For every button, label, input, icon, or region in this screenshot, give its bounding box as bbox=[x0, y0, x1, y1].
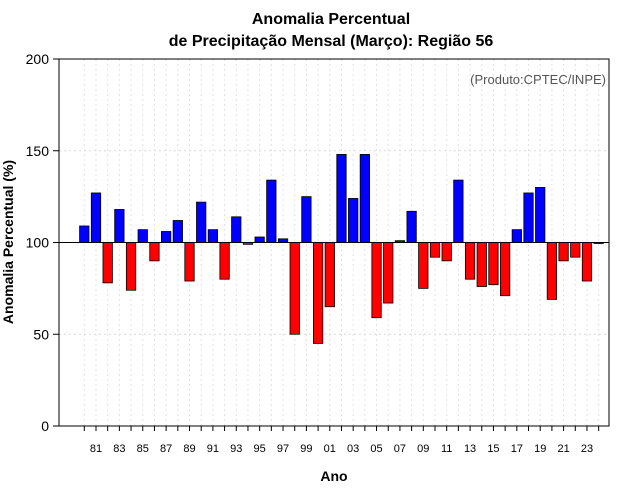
bar-23 bbox=[581, 242, 593, 282]
x-tick-label: 23 bbox=[581, 443, 593, 455]
bar-97 bbox=[277, 238, 289, 243]
bar-06 bbox=[383, 242, 394, 304]
bar-19 bbox=[535, 187, 546, 243]
bar-09 bbox=[418, 242, 429, 289]
bar-21 bbox=[558, 242, 569, 262]
bars-group bbox=[79, 154, 604, 344]
y-axis-label: Anomalia Percentual (%) bbox=[0, 160, 16, 324]
bar-15 bbox=[488, 242, 499, 286]
x-tick-label: 89 bbox=[183, 443, 195, 455]
bar-83 bbox=[114, 209, 125, 243]
x-tick-label: 01 bbox=[324, 443, 336, 455]
chart-title-line2: de Precipitação Mensal (Março): Região 5… bbox=[169, 33, 494, 50]
bar-84 bbox=[125, 242, 137, 291]
x-tick-label: 97 bbox=[277, 443, 289, 455]
bar-92 bbox=[219, 242, 230, 280]
x-tick-label: 95 bbox=[254, 443, 266, 455]
bar-04 bbox=[359, 154, 370, 243]
bar-10 bbox=[429, 242, 441, 258]
bar-95 bbox=[254, 236, 265, 243]
bar-89 bbox=[184, 242, 195, 282]
credit-label: (Produto:CPTEC/INPE) bbox=[470, 72, 606, 87]
bar-16 bbox=[500, 242, 511, 297]
x-tick-label: 17 bbox=[511, 443, 523, 455]
bar-82 bbox=[102, 242, 113, 284]
gridlines bbox=[59, 58, 609, 427]
y-tick-label: 200 bbox=[26, 51, 50, 67]
x-tick-label: 83 bbox=[113, 443, 125, 455]
x-axis-label: Ano bbox=[320, 468, 347, 484]
bar-05 bbox=[371, 242, 382, 319]
bar-80 bbox=[79, 225, 90, 243]
x-tick-label: 19 bbox=[534, 443, 546, 455]
bar-02 bbox=[336, 154, 347, 243]
y-tick-label: 150 bbox=[26, 143, 50, 159]
bar-11 bbox=[441, 242, 452, 262]
x-tick-label: 15 bbox=[487, 443, 499, 455]
bar-90 bbox=[196, 201, 207, 243]
x-tick-label: 21 bbox=[557, 443, 569, 455]
bar-88 bbox=[172, 220, 183, 243]
bar-12 bbox=[453, 179, 464, 243]
bar-20 bbox=[546, 242, 558, 300]
x-tick-label: 93 bbox=[230, 443, 242, 455]
x-tick-label: 11 bbox=[441, 443, 452, 455]
chart-title-line1: Anomalia Percentual bbox=[252, 11, 410, 28]
bar-08 bbox=[406, 210, 417, 243]
x-tick-label: 85 bbox=[137, 443, 149, 455]
x-tick-label: 09 bbox=[417, 443, 429, 455]
y-tick-label: 50 bbox=[33, 326, 49, 342]
bar-18 bbox=[523, 192, 534, 243]
y-tick-label: 100 bbox=[26, 235, 50, 251]
bar-99 bbox=[301, 196, 312, 243]
bar-22 bbox=[570, 242, 581, 258]
bar-14 bbox=[476, 242, 487, 287]
x-tick-label: 13 bbox=[464, 443, 476, 455]
bar-86 bbox=[149, 242, 160, 262]
y-axis: 0 50 100 150 200 bbox=[26, 51, 59, 434]
x-tick-label: 05 bbox=[370, 443, 382, 455]
bar-91 bbox=[207, 229, 218, 243]
x-tick-label: 03 bbox=[347, 443, 359, 455]
bar-03 bbox=[348, 198, 359, 243]
bar-81 bbox=[90, 192, 102, 243]
x-tick-label: 91 bbox=[207, 443, 219, 455]
bar-98 bbox=[289, 242, 300, 335]
x-tick-label: 07 bbox=[394, 443, 406, 455]
bar-01 bbox=[324, 242, 335, 308]
bar-96 bbox=[266, 179, 277, 243]
x-tick-label: 99 bbox=[300, 443, 312, 455]
bar-85 bbox=[137, 229, 148, 243]
x-axis: 81 83 85 87 89 91 93 95 97 99 01 03 05 07 09 11 13 15 17 19… bbox=[83, 426, 600, 455]
bar-13 bbox=[464, 242, 476, 280]
bar-00 bbox=[312, 242, 324, 344]
x-tick-label: 87 bbox=[160, 443, 172, 455]
x-tick-label: 81 bbox=[90, 443, 102, 455]
bar-17 bbox=[511, 229, 522, 243]
bar-87 bbox=[161, 231, 172, 243]
y-tick-label: 0 bbox=[41, 418, 49, 434]
bar-93 bbox=[231, 216, 242, 243]
